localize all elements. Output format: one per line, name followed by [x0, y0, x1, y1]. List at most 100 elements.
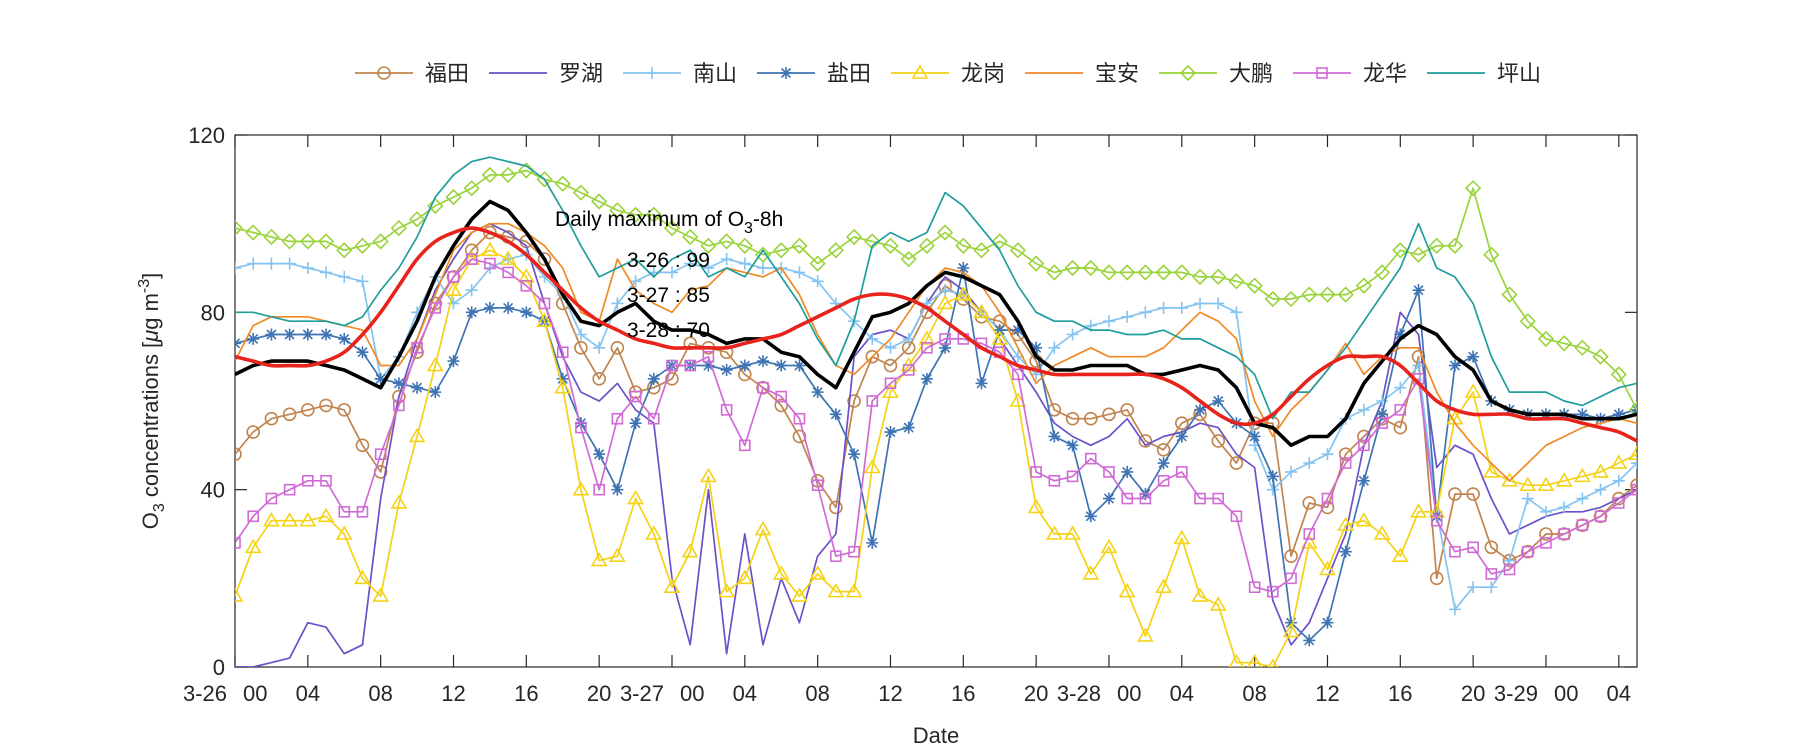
data-point [1012, 368, 1024, 381]
legend-item-大鹏: 大鹏 [1159, 62, 1273, 87]
data-point [1064, 525, 1081, 540]
data-point [1028, 255, 1045, 272]
legend-label: 罗湖 [559, 62, 603, 87]
data-point [811, 386, 824, 399]
data-point [775, 359, 788, 372]
data-point [1248, 430, 1261, 443]
data-point [1266, 470, 1279, 483]
data-point [317, 233, 335, 250]
data-point [665, 266, 678, 279]
data-point [1574, 339, 1591, 356]
data-point [372, 233, 389, 250]
data-point [1121, 465, 1134, 478]
data-point [1339, 457, 1352, 469]
data-point [1228, 273, 1245, 290]
data-point [393, 399, 405, 412]
series-line [235, 226, 1637, 443]
y-tick-label: 40 [201, 478, 225, 503]
data-point [1519, 313, 1536, 330]
y-tick-label: 120 [188, 123, 225, 148]
data-point [481, 241, 499, 257]
data-point [591, 193, 608, 210]
data-point [1191, 268, 1209, 285]
data-point [1556, 335, 1573, 352]
data-point [426, 356, 444, 372]
data-point [1628, 401, 1637, 418]
legend-item-罗湖: 罗湖 [489, 62, 603, 87]
data-point [1430, 514, 1443, 527]
data-point [1410, 503, 1427, 518]
data-point [301, 262, 314, 274]
data-point [301, 328, 314, 341]
data-point [1557, 527, 1571, 541]
data-point [1009, 392, 1027, 407]
data-point [536, 312, 553, 328]
data-point [1464, 180, 1482, 197]
data-point [645, 525, 663, 540]
data-point [1301, 286, 1318, 303]
data-point [774, 398, 789, 413]
data-point [1066, 439, 1079, 452]
x-tick-label: 3-27 [620, 681, 664, 706]
data-point [445, 188, 462, 206]
data-point [829, 500, 843, 515]
data-point [556, 372, 569, 385]
data-point [1467, 581, 1480, 594]
data-point [283, 328, 296, 341]
data-point [299, 512, 317, 527]
x-tick-label: 00 [680, 681, 704, 706]
data-point [1576, 519, 1589, 531]
data-point [372, 587, 390, 602]
data-point [1194, 492, 1206, 505]
legend-label: 盐田 [827, 62, 871, 87]
data-point [1357, 474, 1370, 487]
data-point [1573, 467, 1591, 483]
data-point [377, 66, 391, 80]
data-point [611, 483, 624, 496]
data-point [574, 340, 588, 355]
series-average [235, 199, 1637, 448]
data-point [720, 404, 733, 416]
data-point [235, 587, 244, 602]
data-point [791, 237, 808, 254]
y-tick-label: 80 [201, 300, 225, 325]
data-point [1412, 359, 1425, 372]
legend-item-宝安: 宝安 [1025, 62, 1139, 87]
data-point [1357, 403, 1370, 416]
data-point [902, 421, 915, 434]
x-tick-label: 20 [1461, 681, 1485, 706]
data-point [1321, 492, 1334, 505]
data-point [1576, 408, 1589, 421]
data-point [902, 364, 915, 376]
data-point [1610, 454, 1628, 469]
data-point [1210, 268, 1227, 285]
data-point [1194, 403, 1207, 416]
data-point [1066, 470, 1079, 483]
data-point [281, 512, 299, 527]
x-tick-label: 00 [243, 681, 267, 706]
data-point [865, 349, 880, 364]
data-point [265, 257, 278, 270]
data-point [1376, 408, 1389, 421]
data-point [1175, 430, 1188, 443]
data-point [1082, 259, 1099, 277]
data-point [1121, 310, 1134, 323]
data-point [757, 355, 770, 368]
data-point [1612, 497, 1625, 509]
data-point [884, 341, 897, 354]
data-point [884, 426, 897, 439]
data-point [1211, 434, 1226, 448]
data-point [556, 346, 569, 359]
y-tick-label: 0 [213, 655, 225, 680]
data-point [918, 330, 936, 345]
data-point [590, 552, 608, 567]
data-point [465, 306, 478, 319]
data-point [1540, 537, 1552, 549]
data-point [518, 162, 535, 179]
data-point [663, 578, 681, 594]
data-point [484, 257, 496, 270]
data-point [1156, 442, 1171, 457]
data-point [936, 224, 954, 241]
data-point [866, 332, 879, 345]
data-point [338, 332, 351, 345]
